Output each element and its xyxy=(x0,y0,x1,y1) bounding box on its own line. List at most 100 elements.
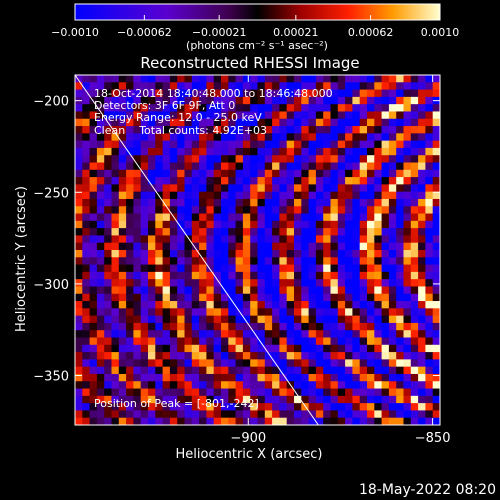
heatmap-cell xyxy=(410,308,419,317)
heatmap-cell xyxy=(396,417,405,425)
heatmap-cell xyxy=(418,104,426,113)
heatmap-cell xyxy=(308,126,317,134)
heatmap-cell xyxy=(89,279,98,288)
heatmap-cell xyxy=(111,395,120,404)
heatmap-cell xyxy=(330,308,339,317)
heatmap-cell xyxy=(337,308,346,317)
heatmap-cell xyxy=(169,257,178,266)
heatmap-cell xyxy=(140,206,149,215)
heatmap-cell xyxy=(148,308,156,317)
heatmap-cell xyxy=(177,337,186,346)
heatmap-cell xyxy=(177,264,186,273)
heatmap-cell xyxy=(104,373,113,382)
heatmap-cell xyxy=(272,410,280,419)
heatmap-cell xyxy=(308,220,317,229)
heatmap-cell xyxy=(418,330,426,339)
heatmap-cell xyxy=(155,75,164,83)
heatmap-cell xyxy=(257,301,266,309)
heatmap-cell xyxy=(323,184,332,193)
heatmap-cell xyxy=(388,147,397,156)
heatmap-cell xyxy=(184,133,193,142)
heatmap-cell xyxy=(279,111,288,120)
heatmap-cell xyxy=(155,366,164,375)
heatmap-cell xyxy=(213,264,222,273)
heatmap-cell xyxy=(133,359,142,368)
heatmap-cell xyxy=(242,301,251,309)
heatmap-cell xyxy=(272,301,280,309)
heatmap-cell xyxy=(162,155,171,164)
heatmap-cell xyxy=(410,359,419,368)
heatmap-cell xyxy=(315,381,324,390)
heatmap-cell xyxy=(294,308,302,317)
heatmap-cell xyxy=(104,75,113,83)
heatmap-cell xyxy=(279,352,288,360)
heatmap-cell xyxy=(410,381,419,390)
heatmap-cell xyxy=(104,344,113,353)
heatmap-cell xyxy=(374,417,383,425)
heatmap-cell xyxy=(301,388,310,397)
heatmap-cell xyxy=(184,388,193,397)
heatmap-cell xyxy=(374,279,383,288)
heatmap-cell xyxy=(279,191,288,200)
heatmap-cell xyxy=(359,330,368,339)
heatmap-cell xyxy=(286,293,295,302)
heatmap-cell xyxy=(286,359,295,368)
heatmap-cell xyxy=(199,140,207,149)
heatmap-cell xyxy=(206,118,215,127)
heatmap-cell xyxy=(388,140,397,149)
heatmap-cell xyxy=(221,198,229,207)
heatmap-cell xyxy=(396,126,405,134)
heatmap-cell xyxy=(381,184,390,193)
heatmap-cell xyxy=(199,147,207,156)
heatmap-cell xyxy=(199,206,207,215)
heatmap-cell xyxy=(410,352,419,360)
heatmap-cell xyxy=(82,133,91,142)
heatmap-cell xyxy=(169,220,178,229)
heatmap-cell xyxy=(403,388,412,397)
heatmap-cell xyxy=(133,206,142,215)
heatmap-cell xyxy=(315,133,324,142)
heatmap-cell xyxy=(381,228,390,237)
heatmap-cell xyxy=(206,308,215,317)
heatmap-cell xyxy=(432,169,440,178)
heatmap-cell xyxy=(359,140,368,149)
heatmap-cell xyxy=(396,293,405,302)
heatmap-cell xyxy=(191,352,200,360)
heatmap-cell xyxy=(199,264,207,273)
heatmap-cell xyxy=(315,271,324,280)
heatmap-cell xyxy=(294,395,302,404)
heatmap-cell xyxy=(111,366,120,375)
heatmap-cell xyxy=(235,155,244,164)
heatmap-cell xyxy=(308,147,317,156)
heatmap-cell xyxy=(89,286,98,295)
heatmap-cell xyxy=(286,366,295,375)
heatmap-cell xyxy=(221,147,229,156)
heatmap-cell xyxy=(206,177,215,185)
heatmap-cell xyxy=(75,206,83,215)
heatmap-cell xyxy=(308,133,317,142)
heatmap-cell xyxy=(191,147,200,156)
heatmap-cell xyxy=(104,257,113,266)
heatmap-cell xyxy=(352,82,361,91)
heatmap-cell xyxy=(162,359,171,368)
heatmap-cell xyxy=(118,359,127,368)
heatmap-cell xyxy=(228,228,237,237)
heatmap-cell xyxy=(374,308,383,317)
heatmap-cell xyxy=(148,162,156,171)
heatmap-cell xyxy=(118,264,127,273)
heatmap-cell xyxy=(162,264,171,273)
heatmap-cell xyxy=(162,198,171,207)
heatmap-cell xyxy=(148,286,156,295)
heatmap-cell xyxy=(352,118,361,127)
heatmap-cell xyxy=(352,373,361,382)
heatmap-cell xyxy=(89,337,98,346)
heatmap-cell xyxy=(286,235,295,244)
heatmap-cell xyxy=(352,322,361,331)
heatmap-cell xyxy=(199,395,207,404)
heatmap-cell xyxy=(403,366,412,375)
heatmap-cell xyxy=(388,344,397,353)
heatmap-cell xyxy=(184,184,193,193)
heatmap-cell xyxy=(133,264,142,273)
heatmap-cell xyxy=(396,403,405,412)
heatmap-cell xyxy=(242,410,251,419)
